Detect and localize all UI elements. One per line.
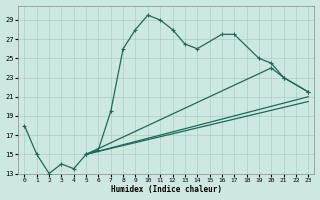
X-axis label: Humidex (Indice chaleur): Humidex (Indice chaleur) (111, 185, 222, 194)
